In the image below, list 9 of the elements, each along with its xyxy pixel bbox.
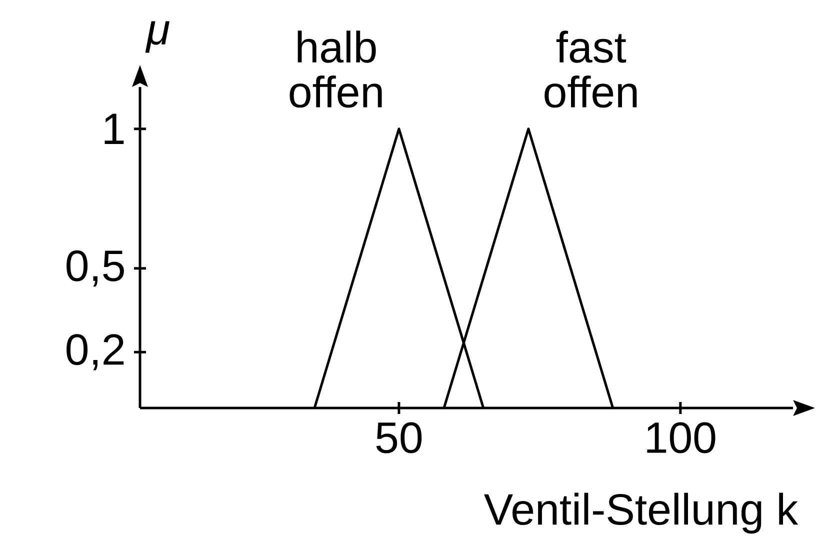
x-tick-label: 100 xyxy=(647,422,716,454)
x-axis-title: Ventil-Stellung k xyxy=(484,492,798,534)
y-tick-label: 0,2 xyxy=(66,334,124,370)
series-label: fast offen xyxy=(544,30,637,108)
y-tick-label: 1 xyxy=(104,114,124,144)
x-tick-label: 50 xyxy=(376,422,422,454)
series-label: halb offen xyxy=(290,30,382,108)
y-axis-title: μ xyxy=(145,21,170,53)
y-tick-label: 0,5 xyxy=(66,250,124,287)
